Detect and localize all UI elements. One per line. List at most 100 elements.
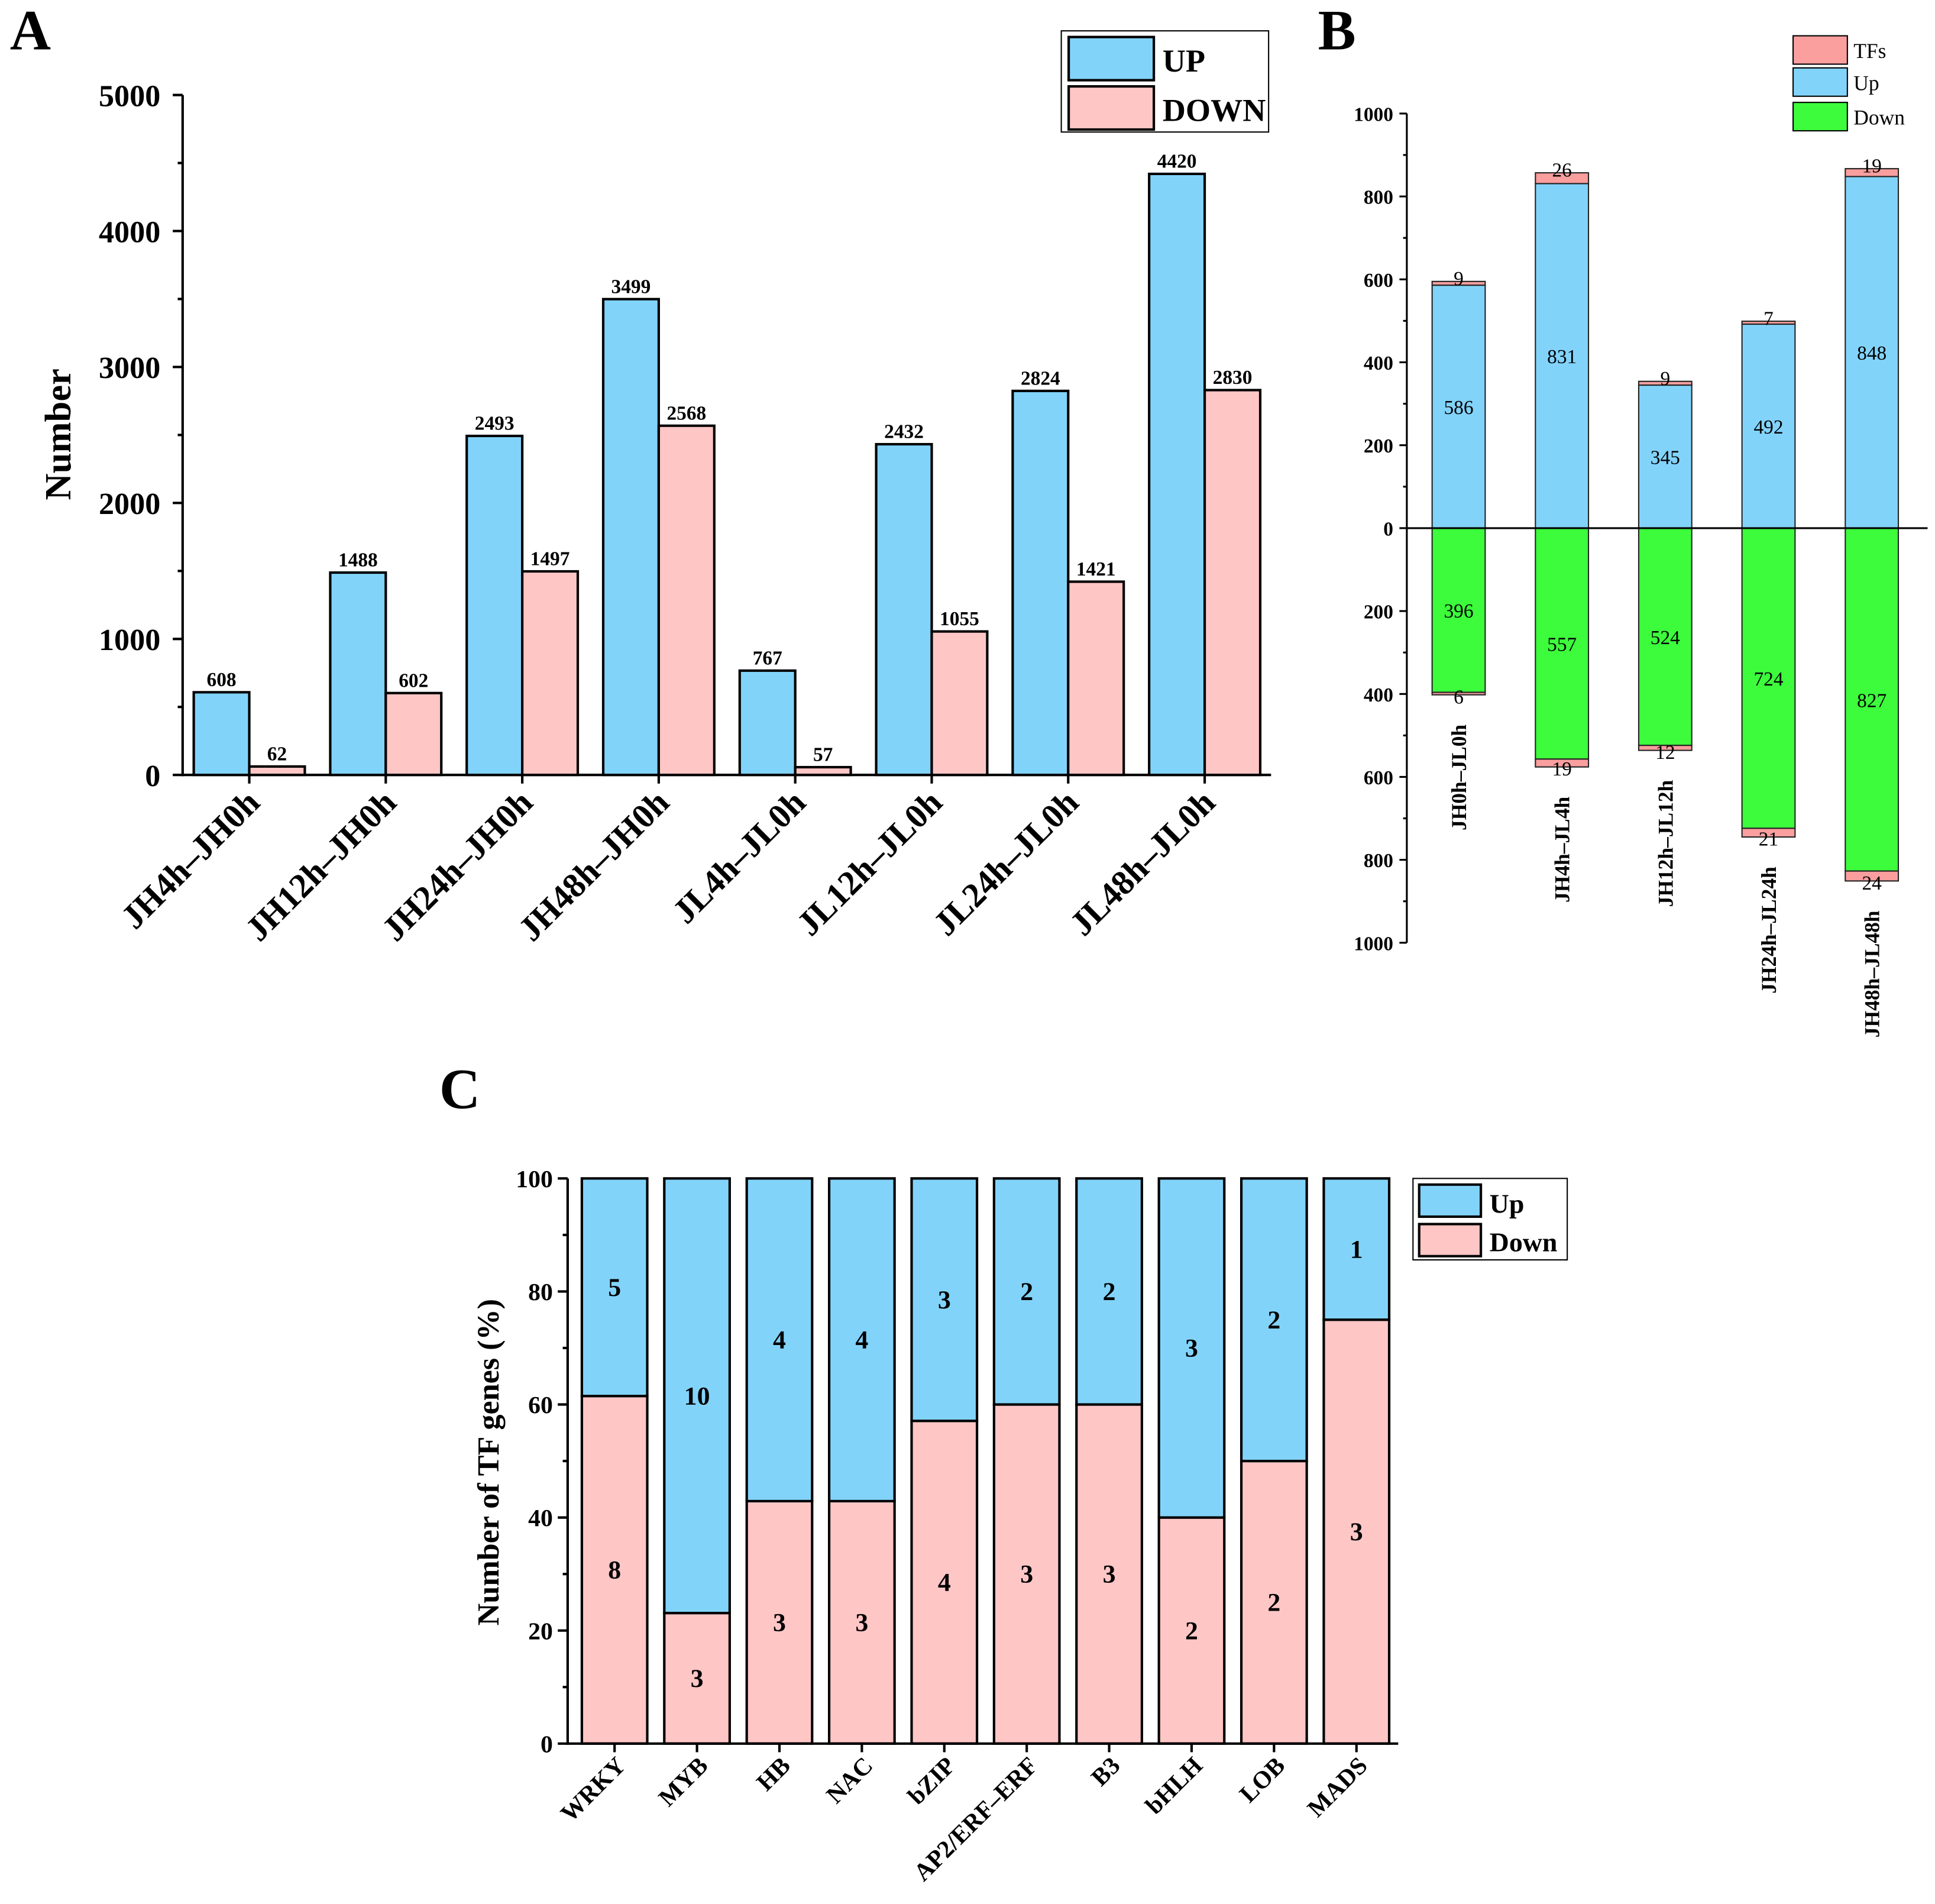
panel-b-value-label-tfs-up-4: 7 (1763, 308, 1774, 329)
panel-b-value-label-up-5: 848 (1857, 342, 1887, 364)
panel-b-plot-area: 586 396 9 6 JH0h–JL0h 831 557 26 19 JH4h–JL4h 345 5… (1354, 104, 1928, 1037)
panel-a-y-tick-label-5: 5000 (99, 79, 160, 113)
panel-a-y-tick-label-0: 0 (145, 759, 160, 793)
panel-b-value-label-down-1: 396 (1444, 600, 1473, 622)
panel-b-bar-tfs-down-4 (1741, 827, 1796, 838)
panel-a-bar-down-1 (248, 765, 306, 777)
panel-b-value-label-down-2: 557 (1547, 634, 1577, 656)
panel-a-bar-down-7 (1067, 580, 1125, 777)
panel-b-value-label-down-5: 827 (1857, 690, 1887, 712)
panel-c-count-label-up-5: 3 (938, 1286, 951, 1314)
panel-a-bar-up-8 (1148, 172, 1206, 777)
panel-b-value-label-tfs-down-2: 19 (1552, 758, 1571, 780)
panel-b-bar-tfs-down-1 (1431, 691, 1486, 696)
panel-c-count-label-up-3: 4 (773, 1326, 786, 1355)
panel-b-value-label-tfs-down-4: 21 (1759, 829, 1778, 851)
panel-c-legend-label-down: Down (1490, 1227, 1558, 1257)
panel-b-bar-down-1 (1431, 527, 1486, 693)
panel-b-y-tick-label-lower-3: 600 (1364, 767, 1393, 789)
panel-a-y-tick-label-3: 3000 (99, 351, 160, 385)
panel-b-value-label-down-3: 524 (1651, 627, 1680, 649)
panel-c-count-label-down-4: 3 (855, 1608, 868, 1637)
panel-c-bar-up-1 (580, 1177, 649, 1398)
panel-b-value-label-up-1: 586 (1444, 397, 1473, 419)
panel-c-count-label-up-9: 2 (1267, 1306, 1280, 1334)
panel-c-y-tick-label-2: 40 (528, 1505, 553, 1532)
panel-a-value-label-down-7: 1421 (1076, 558, 1116, 580)
panel-a-value-label-down-1: 62 (267, 743, 287, 765)
panel-b-value-label-up-2: 831 (1547, 346, 1577, 368)
panel-c-plot-area: 85WRKY310MYB34HB34NAC43bZIP32AP2/ERF–ERF… (516, 1166, 1399, 1886)
panel-c-count-label-down-10: 3 (1350, 1518, 1363, 1546)
panel-a-value-label-up-8: 4420 (1157, 151, 1197, 173)
panel-b-bar-tfs-up-1 (1431, 280, 1486, 286)
panel-a-legend-swatch-down (1067, 85, 1156, 131)
panel-c-count-label-up-2: 10 (684, 1382, 710, 1410)
panel-b-value-label-tfs-down-1: 6 (1454, 686, 1464, 708)
panel-c-bar-up-3 (745, 1177, 814, 1502)
panel-b-value-label-down-4: 724 (1753, 668, 1783, 690)
panel-c-count-label-down-2: 3 (691, 1664, 704, 1693)
panel-b-bar-up-5 (1845, 176, 1900, 529)
panel-c-bar-up-6 (992, 1177, 1061, 1406)
panel-c-bar-up-9 (1240, 1177, 1308, 1463)
panel-c-legend-swatch-up (1418, 1183, 1483, 1218)
panel-c-count-label-down-3: 3 (773, 1608, 786, 1637)
panel-b-y-tick-label-upper-5: 1000 (1354, 104, 1393, 125)
panel-b-x-tick-label-1: JH0h–JL0h (1447, 724, 1471, 830)
panel-b-bar-down-4 (1741, 527, 1796, 829)
panel-a-value-label-up-3: 2493 (475, 413, 515, 435)
panel-b-x-tick-label-3: JH12h–JL12h (1654, 780, 1677, 907)
panel-b-value-label-up-3: 345 (1651, 447, 1680, 468)
panel-c-count-label-up-7: 2 (1103, 1278, 1116, 1306)
panel-b-legend-label-tfs: TFs (1853, 39, 1886, 63)
panel-c-bar-down-1 (580, 1395, 649, 1745)
panel-c-count-label-down-5: 4 (938, 1569, 951, 1597)
panel-a-y-tick-label-1: 1000 (99, 623, 160, 657)
panel-a-value-label-down-6: 1055 (940, 608, 979, 630)
panel-b-bar-tfs-down-3 (1638, 745, 1693, 751)
panel-c-y-tick-label-5: 100 (516, 1166, 553, 1193)
panel-b-value-label-tfs-up-2: 26 (1552, 159, 1571, 181)
panel-b-bar-down-2 (1535, 527, 1590, 760)
panel-c-count-label-up-10: 1 (1350, 1235, 1363, 1263)
panel-c-bar-up-8 (1157, 1177, 1226, 1519)
panel-c-count-label-down-8: 2 (1185, 1617, 1198, 1645)
panel-b-y-tick-label-upper-2: 400 (1364, 353, 1393, 374)
panel-b-bar-up-3 (1638, 384, 1693, 529)
panel-a-bar-down-3 (521, 570, 580, 777)
panel-b-y-tick-label-lower-1: 200 (1364, 602, 1393, 623)
panel-b-bar-tfs-down-2 (1535, 758, 1590, 768)
panel-b-value-label-tfs-up-1: 9 (1454, 268, 1464, 290)
panel-c-count-label-down-1: 8 (608, 1556, 621, 1585)
panel-a-legend-frame (1060, 30, 1270, 133)
panel-b-bar-tfs-up-3 (1638, 380, 1693, 386)
panel-c-count-label-up-6: 2 (1020, 1278, 1033, 1306)
panel-a-bar-up-6 (875, 442, 933, 777)
panel-a-bar-up-7 (1011, 389, 1070, 777)
panel-a-value-label-up-4: 3499 (611, 276, 651, 298)
panel-b-value-label-tfs-down-5: 24 (1862, 872, 1882, 894)
panel-b-bar-tfs-up-2 (1535, 172, 1590, 185)
panel-c-y-tick-label-3: 60 (528, 1392, 553, 1419)
panel-b-letter: B (1318, 0, 1356, 62)
panel-c-bar-up-5 (910, 1177, 979, 1423)
panel-c-y-tick-label-1: 20 (528, 1618, 553, 1645)
panel-b-legend-label-up: Up (1853, 71, 1879, 95)
panel-b: B 586 396 9 6 JH0h–JL0h 831 557 26 19 JH4h–JL4h 34… (1318, 0, 1928, 1037)
panel-b-legend-swatch-tfs (1792, 35, 1848, 65)
panel-a-bar-up-5 (738, 669, 797, 777)
panel-b-value-label-tfs-up-3: 9 (1660, 368, 1670, 390)
panel-b-x-tick-label-2: JH4h–JL4h (1551, 796, 1574, 903)
panel-a-y-tick-label-4: 4000 (99, 215, 160, 249)
panel-a-value-label-up-2: 1488 (338, 549, 378, 571)
panel-a-value-label-down-5: 57 (813, 744, 833, 766)
panel-a-y-tick-label-2: 2000 (99, 487, 160, 521)
panel-b-value-label-tfs-down-3: 12 (1655, 742, 1675, 764)
panel-b-y-tick-label-lower-5: 1000 (1354, 933, 1393, 955)
panel-b-bar-tfs-up-4 (1741, 321, 1796, 325)
panel-a-letter: A (10, 0, 51, 62)
panel-c: C Number of TF genes (%) 85WRKY310MYB34H… (439, 1057, 1568, 1886)
panel-c-legend-frame (1412, 1178, 1568, 1261)
